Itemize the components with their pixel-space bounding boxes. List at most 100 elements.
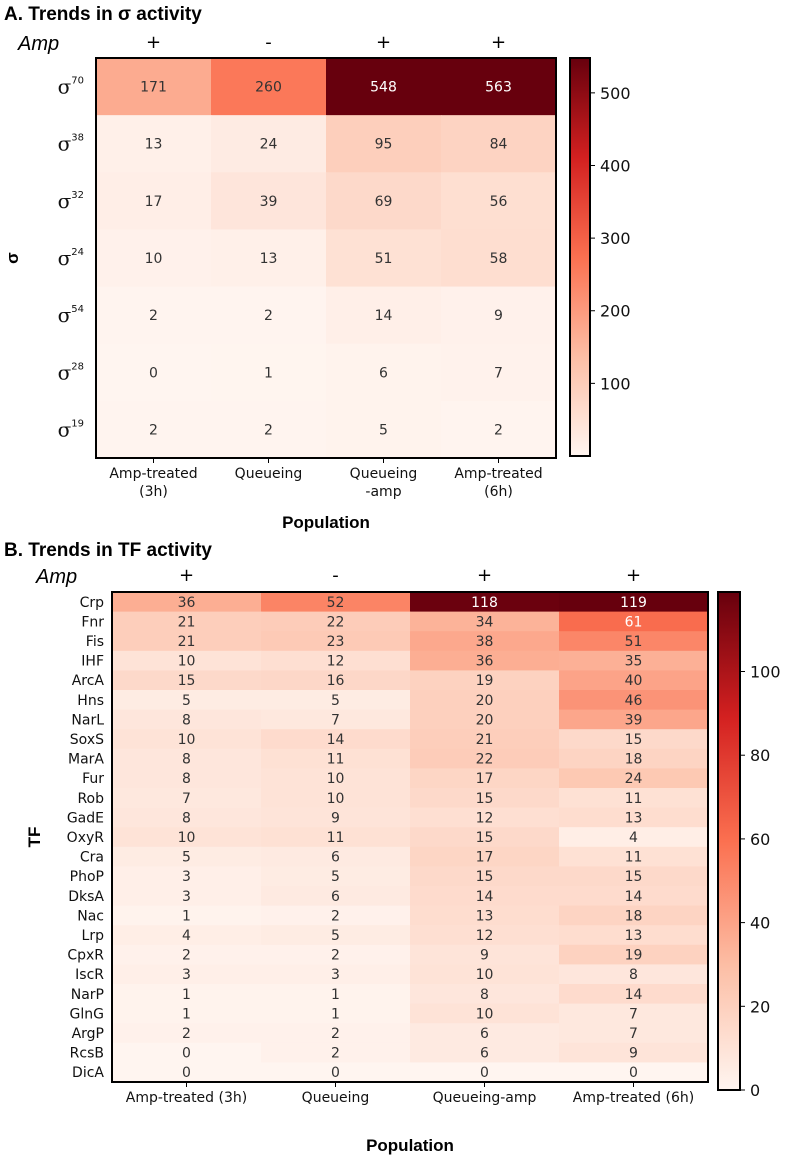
heatmap-cell [559,729,709,750]
heatmap-cell [559,1023,709,1044]
row-label: Crp [80,595,105,611]
cell-value: 8 [480,987,489,1003]
heatmap-cell [441,343,557,402]
cell-value: 5 [182,850,191,866]
cell-value: 8 [182,752,191,768]
heatmap-border [111,591,709,1083]
heatmap-cell [261,670,411,691]
heatmap-cell [326,229,442,288]
cell-value: 2 [331,948,340,964]
cell-value: 171 [140,80,167,96]
heatmap-cell [410,925,560,946]
cell-value: 6 [331,850,340,866]
heatmap-cell [112,631,262,652]
heatmap-cell [559,984,709,1005]
cell-value: 1 [264,365,273,381]
heatmap-cell [559,670,709,691]
cell-value: 8 [182,810,191,826]
cell-value: 15 [625,732,643,748]
cell-value: 14 [375,308,393,324]
cell-value: 51 [375,251,393,267]
cell-value: 21 [178,614,196,630]
cell-value: 24 [625,771,643,787]
cell-value: 36 [476,654,494,670]
heatmap-cell [559,748,709,769]
cell-value: 13 [625,928,643,944]
cell-value: 6 [379,365,388,381]
cell-value: 13 [145,137,163,153]
cell-value: 9 [629,1046,638,1062]
row-label: MarA [68,752,104,768]
cell-value: 36 [178,595,196,611]
column-label: Amp-treated (6h) [573,1090,694,1106]
cell-value: 15 [476,791,494,807]
heatmap-cell [112,944,262,965]
heatmap-cell [559,709,709,730]
cell-value: 10 [178,830,196,846]
heatmap-cell [559,611,709,632]
cell-value: 119 [620,595,647,611]
heatmap-cell [410,827,560,848]
column-label: Queueing [350,466,418,482]
cell-value: 22 [476,752,494,768]
heatmap-cell [211,115,327,173]
cell-value: 10 [145,251,163,267]
column-label: Amp-treated [454,466,542,482]
heatmap-cell [410,964,560,985]
row-label: IHF [81,654,104,670]
heatmap-cell [326,115,442,173]
cell-value: 9 [331,810,340,826]
cell-value: 260 [255,80,282,96]
heatmap-cell [559,866,709,887]
cell-value: 39 [625,712,643,728]
heatmap-cell [410,592,560,613]
row-label: DksA [68,889,104,905]
row-label: Fur [82,771,104,787]
colorbar-tick-label: 200 [600,302,631,321]
heatmap-cell [261,748,411,769]
heatmap-cell [410,866,560,887]
heatmap-cell [559,1042,709,1063]
heatmap-cell [96,58,212,116]
heatmap-cell [96,400,212,459]
cell-value: 1 [182,987,191,1003]
cell-value: 0 [182,1065,191,1081]
cell-value: 38 [476,634,494,650]
cell-value: 1 [182,908,191,924]
heatmap-cell [261,650,411,671]
row-label: σ54 [58,303,84,327]
amp-sign: + [477,565,492,586]
panel-title: A. Trends in σ activity [4,4,202,25]
colorbar-tick-label: 80 [750,746,770,765]
heatmap-cell [261,1003,411,1024]
heatmap-cell [96,229,212,288]
heatmap-cell [559,690,709,711]
heatmap-cell [410,807,560,828]
heatmap-cell [112,1023,262,1044]
amp-label: Amp [35,566,77,588]
cell-value: 19 [476,673,494,689]
cell-value: 15 [178,673,196,689]
row-label: GadE [67,810,104,826]
column-label: (3h) [139,484,168,500]
cell-value: 15 [625,869,643,885]
cell-value: 52 [327,595,345,611]
heatmap-cell [410,650,560,671]
cell-value: 7 [629,1006,638,1022]
row-label: RcsB [70,1046,104,1062]
cell-value: 15 [476,830,494,846]
cell-value: 11 [327,752,345,768]
heatmap-cell [112,905,262,926]
row-label: Fnr [81,614,104,630]
heatmap-cell [261,807,411,828]
heatmap-cell [410,886,560,907]
cell-value: 2 [182,1026,191,1042]
row-label: σ24 [58,246,84,270]
cell-value: 35 [625,654,643,670]
cell-value: 3 [331,967,340,983]
heatmap-cell [261,905,411,926]
heatmap-cell [559,807,709,828]
row-label: Hns [77,693,104,709]
cell-value: 12 [476,810,494,826]
